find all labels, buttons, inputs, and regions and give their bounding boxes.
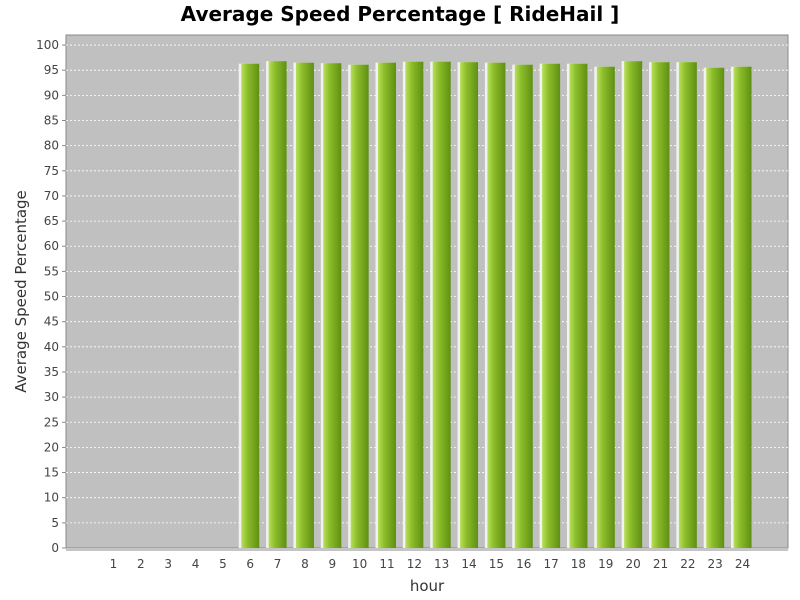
bar-hour-22: [678, 62, 697, 549]
bar-hour-21: [651, 62, 670, 549]
chart-title: Average Speed Percentage [ RideHail ]: [180, 2, 620, 26]
y-tick-label: 5: [51, 516, 59, 530]
x-axis-label: hour: [410, 577, 445, 595]
y-tick-label: 20: [44, 440, 59, 454]
x-tick-label: 11: [379, 557, 394, 571]
x-tick-label: 7: [274, 557, 282, 571]
y-axis-label: Average Speed Percentage: [12, 190, 30, 393]
bar-hour-24: [733, 66, 752, 548]
bar-hour-13: [432, 61, 451, 548]
bar-hour-11: [378, 62, 396, 548]
bar-hour-15: [487, 62, 506, 548]
bar-hour-23: [706, 67, 725, 549]
y-axis: 0 5 10 15 20 25 30 35 40 45 50 55 60 65 70 75 80 85 90 95 10…: [36, 38, 66, 555]
bar-hour-10: [350, 64, 369, 549]
x-tick-label: 19: [598, 557, 613, 571]
x-axis: 1 2 3 4 5 6 7 8 9 10 11 12 13 14 15 16 17 18 19 20 21 22 23 24: [66, 549, 788, 571]
x-tick-label: 8: [301, 557, 309, 571]
x-tick-label: 6: [246, 557, 254, 571]
y-tick-label: 70: [44, 189, 59, 203]
bar-hour-19: [596, 66, 615, 548]
bar-hour-17: [542, 63, 561, 548]
x-tick-label: 5: [219, 557, 227, 571]
y-tick-label: 25: [44, 415, 59, 429]
y-tick-label: 0: [51, 541, 59, 555]
bar-hour-6: [241, 63, 260, 548]
x-tick-label: 21: [653, 557, 668, 571]
x-tick-label: 23: [708, 557, 723, 571]
y-tick-label: 95: [44, 63, 59, 77]
bar-hour-14: [460, 62, 479, 549]
x-tick-label: 14: [461, 557, 476, 571]
y-tick-label: 80: [44, 139, 59, 153]
y-tick-label: 30: [44, 390, 59, 404]
x-tick-label: 18: [571, 557, 586, 571]
y-tick-label: 35: [44, 365, 59, 379]
x-tick-label: 22: [680, 557, 695, 571]
x-tick-label: 2: [137, 557, 145, 571]
y-tick-label: 85: [44, 114, 59, 128]
bar-hour-8: [295, 62, 314, 548]
x-tick-label: 10: [352, 557, 367, 571]
y-tick-label: 75: [44, 164, 59, 178]
x-tick-label: 4: [192, 557, 200, 571]
y-tick-label: 40: [44, 340, 59, 354]
x-tick-label: 1: [110, 557, 118, 571]
bar-hour-20: [624, 61, 643, 548]
x-tick-label: 17: [543, 557, 558, 571]
x-tick-label: 20: [626, 557, 641, 571]
y-tick-label: 100: [36, 38, 59, 52]
bar-hour-9: [323, 63, 342, 549]
y-tick-label: 50: [44, 290, 59, 304]
x-tick-label: 24: [735, 557, 750, 571]
bar-hour-16: [514, 64, 533, 549]
y-tick-label: 45: [44, 315, 59, 329]
x-tick-label: 9: [328, 557, 336, 571]
y-tick-label: 65: [44, 214, 59, 228]
x-tick-label: 13: [434, 557, 449, 571]
bars: [238, 61, 752, 549]
y-tick-label: 60: [44, 239, 59, 253]
y-tick-label: 55: [44, 264, 59, 278]
x-tick-label: 3: [164, 557, 172, 571]
y-tick-label: 15: [44, 466, 59, 480]
bar-hour-7: [268, 61, 287, 548]
y-tick-label: 10: [44, 491, 59, 505]
y-tick-label: 90: [44, 88, 59, 102]
bar-hour-18: [569, 63, 588, 548]
x-tick-label: 12: [407, 557, 422, 571]
bar-hour-12: [405, 61, 424, 548]
x-tick-label: 16: [516, 557, 531, 571]
x-tick-label: 15: [489, 557, 504, 571]
